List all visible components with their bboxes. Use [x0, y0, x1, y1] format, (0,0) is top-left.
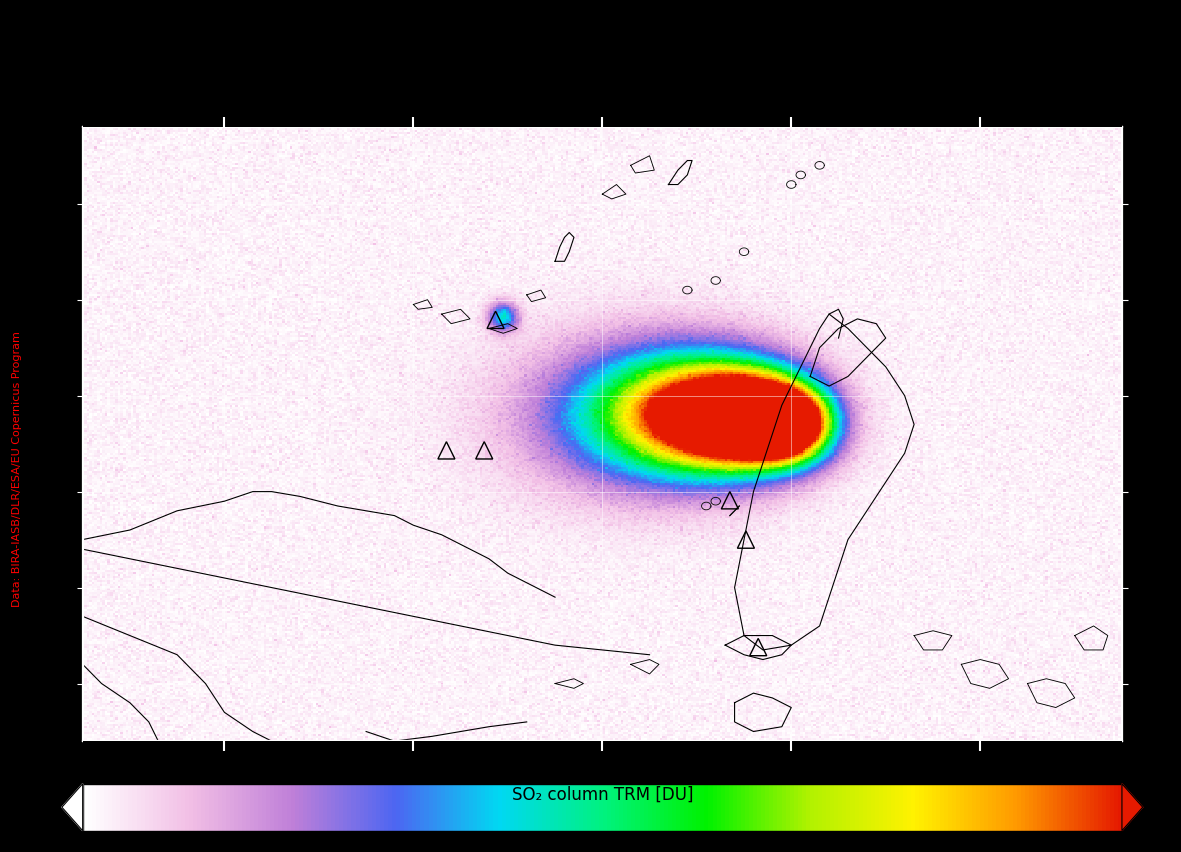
Text: Sentinel-5P/TROPOMI - 09/28/2023 05:00-05:03 UT: Sentinel-5P/TROPOMI - 09/28/2023 05:00-0…: [273, 30, 908, 49]
Text: Data: BIRA-IASB/DLR/ESA/EU Copernicus Program: Data: BIRA-IASB/DLR/ESA/EU Copernicus Pr…: [12, 331, 21, 607]
Polygon shape: [61, 784, 83, 831]
X-axis label: SO₂ column TRM [DU]: SO₂ column TRM [DU]: [511, 785, 693, 803]
Polygon shape: [1122, 784, 1143, 831]
Text: SO₂ mass: 0.0515 kt; SO₂ max: 3.66 DU at lon: 127.98 lat: 1.70 ; 05:01UTC: SO₂ mass: 0.0515 kt; SO₂ max: 3.66 DU at…: [83, 51, 602, 65]
Text: SO₂ column TRM [DU]: SO₂ column TRM [DU]: [500, 759, 681, 777]
